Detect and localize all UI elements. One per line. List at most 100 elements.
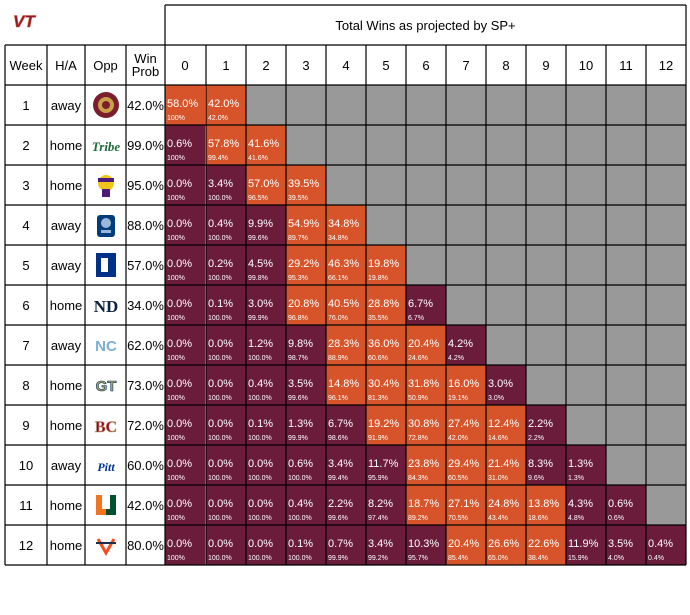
empty-cell xyxy=(566,285,606,325)
cumulative-value: 43.4% xyxy=(488,515,508,522)
prob-value: 0.0% xyxy=(167,258,193,270)
cumulative-value: 95.9% xyxy=(368,475,388,482)
week-cell: 1 xyxy=(5,85,47,125)
prob-cell: 0.4% 100.0% xyxy=(246,365,286,405)
cumulative-value: 65.0% xyxy=(488,555,508,562)
empty-cell xyxy=(646,405,686,445)
prob-cell: 0.6% 100% xyxy=(165,125,205,165)
cumulative-value: 100% xyxy=(167,115,185,122)
cumulative-value: 6.7% xyxy=(408,315,424,322)
prob-cell: 0.1% 100.0% xyxy=(206,285,246,325)
prob-cell: 2.2% 99.6% xyxy=(326,485,366,525)
cumulative-value: 99.6% xyxy=(248,235,268,242)
empty-cell xyxy=(526,365,566,405)
cumulative-value: 99.2% xyxy=(368,555,388,562)
prob-cell: 10.3% 95.7% xyxy=(406,525,446,565)
prob-cell: 0.0% 100.0% xyxy=(206,485,246,525)
cumulative-value: 1.3% xyxy=(568,475,584,482)
win-prob-cell: 73.0% xyxy=(126,365,165,405)
prob-cell: 13.8% 18.6% xyxy=(526,485,566,525)
week-value: 11 xyxy=(19,497,33,513)
gt-logo-icon: GT xyxy=(95,378,116,396)
empty-cell xyxy=(646,205,686,245)
ha-cell: away xyxy=(47,245,85,285)
empty-cell xyxy=(566,125,606,165)
svg-text:Pitt: Pitt xyxy=(97,460,115,474)
week-value: 4 xyxy=(22,217,30,233)
cumulative-value: 99.4% xyxy=(328,475,348,482)
ha-cell: away xyxy=(47,85,85,125)
empty-cell xyxy=(486,125,526,165)
cumulative-value: 100.0% xyxy=(208,475,232,482)
prob-value: 39.5% xyxy=(288,178,320,190)
prob-cell: 0.0% 100% xyxy=(165,365,205,405)
empty-cell xyxy=(406,205,446,245)
prob-value: 36.0% xyxy=(368,338,400,350)
cumulative-value: 96.1% xyxy=(328,395,348,402)
empty-cell xyxy=(646,365,686,405)
prob-cell: 0.0% 100.0% xyxy=(206,445,246,485)
prob-value: 0.0% xyxy=(248,498,274,510)
prob-cell: 0.0% 100% xyxy=(165,525,205,565)
prob-value: 3.0% xyxy=(248,298,274,310)
week-cell: 10 xyxy=(5,445,47,485)
empty-cell xyxy=(566,205,606,245)
win-prob-header-text: Win Prob xyxy=(131,51,160,79)
prob-cell: 20.4% 24.6% xyxy=(406,325,446,365)
win-prob-cell: 80.0% xyxy=(126,525,165,565)
prob-value: 4.3% xyxy=(568,498,594,510)
prob-cell: 18.7% 89.2% xyxy=(406,485,446,525)
prob-value: 3.4% xyxy=(208,178,234,190)
cumulative-value: 0.4% xyxy=(648,555,664,562)
prob-cell: 31.8% 50.9% xyxy=(406,365,446,405)
empty-cell xyxy=(646,485,686,525)
wins-header-2: 2 xyxy=(246,45,286,85)
prob-value: 3.5% xyxy=(288,378,314,390)
empty-cell xyxy=(606,125,646,165)
cumulative-value: 100.0% xyxy=(248,555,272,562)
cumulative-value: 50.9% xyxy=(408,395,428,402)
prob-cell: 3.5% 99.6% xyxy=(286,365,326,405)
prob-value: 46.3% xyxy=(328,258,360,270)
prob-cell: 27.1% 70.5% xyxy=(446,485,486,525)
prob-value: 0.1% xyxy=(248,418,274,430)
prob-cell: 0.0% 100% xyxy=(165,245,205,285)
empty-cell xyxy=(646,245,686,285)
prob-value: 6.7% xyxy=(328,418,354,430)
prob-value: 3.4% xyxy=(328,458,354,470)
empty-cell xyxy=(606,285,646,325)
cumulative-value: 15.9% xyxy=(568,555,588,562)
prob-cell: 8.2% 97.4% xyxy=(366,485,406,525)
wins-header-12: 12 xyxy=(646,45,686,85)
empty-cell xyxy=(326,85,366,125)
prob-cell: 34.8% 34.8% xyxy=(326,205,366,245)
opp-cell: Tribe xyxy=(85,125,126,165)
prob-cell: 0.4% 100.0% xyxy=(286,485,326,525)
wins-header-text: 2 xyxy=(262,57,270,73)
week-header: Week xyxy=(5,45,47,85)
prob-value: 58.0% xyxy=(167,98,199,110)
prob-value: 14.8% xyxy=(328,378,360,390)
cumulative-value: 100% xyxy=(167,395,185,402)
prob-cell: 40.5% 76.0% xyxy=(326,285,366,325)
prob-cell: 6.7% 6.7% xyxy=(406,285,446,325)
prob-cell: 26.6% 65.0% xyxy=(486,525,526,565)
empty-cell xyxy=(646,445,686,485)
prob-value: 16.0% xyxy=(448,378,480,390)
empty-cell xyxy=(446,245,486,285)
prob-value: 34.8% xyxy=(328,218,360,230)
prob-cell: 41.6% 41.6% xyxy=(246,125,286,165)
cumulative-value: 99.9% xyxy=(328,555,348,562)
pitt-logo-icon: Pitt xyxy=(97,460,115,474)
empty-cell xyxy=(526,205,566,245)
empty-cell xyxy=(446,205,486,245)
win-prob-value: 99.0% xyxy=(127,137,164,153)
week-cell: 4 xyxy=(5,205,47,245)
week-cell: 5 xyxy=(5,245,47,285)
week-value: 1 xyxy=(22,97,30,113)
wins-header-4: 4 xyxy=(326,45,366,85)
empty-cell xyxy=(486,165,526,205)
empty-cell xyxy=(566,85,606,125)
prob-value: 8.2% xyxy=(368,498,394,510)
